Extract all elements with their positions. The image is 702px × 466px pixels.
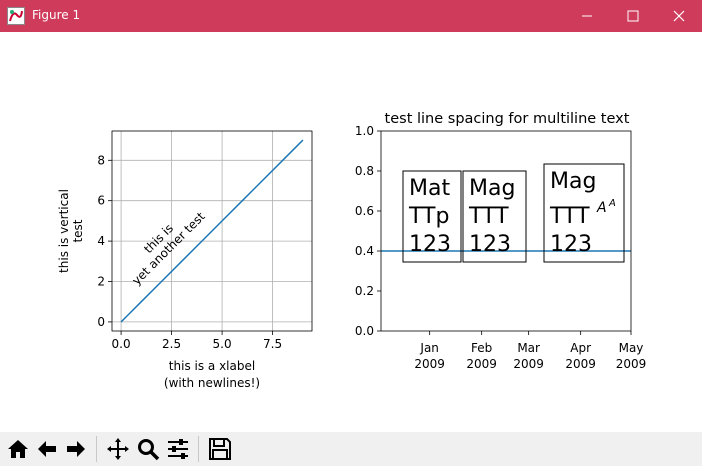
right-xtick-year: 2009 [513, 357, 544, 371]
maximize-button[interactable] [610, 0, 656, 32]
zoom-button[interactable] [134, 435, 162, 463]
right-xtick-year: 2009 [616, 357, 647, 371]
right-ytick-label: 0.0 [355, 324, 374, 338]
left-xtick-label: 7.5 [263, 337, 282, 351]
home-icon [8, 440, 28, 458]
navigation-toolbar [0, 432, 702, 466]
left-ylabel-line-2: test [71, 219, 85, 242]
left-xlabel-line-1: this is a xlabel [169, 359, 255, 373]
right-xtick-year: 2009 [414, 357, 445, 371]
save-button[interactable] [206, 435, 234, 463]
close-icon [673, 10, 685, 22]
home-button[interactable] [4, 435, 32, 463]
right-xtick-month: Feb [471, 341, 492, 355]
text-box-1-line-3: 123 [409, 232, 451, 257]
left-ylabel: this is vertical test [57, 189, 85, 273]
left-xtick-label: 2.5 [162, 337, 181, 351]
text-box-3-superscript: A [596, 200, 607, 216]
right-xtick-month: Jan [419, 341, 439, 355]
text-box-2: Mag TTT 123 [462, 170, 527, 263]
pan-icon [107, 438, 129, 460]
text-box-3-line-2: TTT [549, 204, 590, 229]
left-ytick-label: 2 [97, 275, 105, 289]
right-ytick-label: 0.4 [355, 244, 374, 258]
maximize-icon [627, 10, 639, 22]
title-bar: Figure 1 [0, 0, 702, 32]
left-xlabel-line-2: (with newlines!) [164, 376, 260, 390]
configure-subplots-icon [168, 439, 188, 459]
forward-arrow-icon [67, 441, 85, 457]
text-box-2-line-1: Mag [469, 176, 515, 201]
left-xtick-label: 5.0 [213, 337, 232, 351]
right-xtick-year: 2009 [466, 357, 497, 371]
left-grid [112, 131, 312, 331]
minimize-button[interactable] [564, 0, 610, 32]
right-xtick-year: 2009 [565, 357, 596, 371]
app-icon [7, 7, 25, 25]
zoom-icon [138, 439, 160, 461]
text-box-2-line-2: TTT [468, 204, 509, 229]
right-ytick-label: 0.2 [355, 284, 374, 298]
text-box-3-line-1: Mag [550, 169, 596, 194]
right-ytick-label: 0.6 [355, 204, 374, 218]
left-ytick-label: 8 [97, 153, 105, 167]
left-axes-frame [111, 130, 313, 332]
right-axes: test line spacing for multiline text 0.0… [355, 111, 646, 371]
left-xtick-label: 0.0 [112, 337, 131, 351]
left-ytick-label: 6 [97, 194, 105, 208]
figure-canvas[interactable]: 0.0 2.5 5.0 7.5 0 2 4 6 8 this is yet another te… [0, 32, 702, 432]
right-axes-title: test line spacing for multiline text [385, 111, 630, 127]
right-ytick-label: 0.8 [355, 164, 374, 178]
toolbar-separator [96, 436, 97, 462]
annotation-line-2: yet another test [129, 209, 208, 288]
text-box-1-line-2: TTp [408, 204, 449, 229]
text-box-1: Mat TTp 123 [402, 170, 462, 263]
left-ticks: 0.0 2.5 5.0 7.5 0 2 4 6 8 [97, 153, 282, 351]
text-box-3-line-3: 123 [550, 232, 592, 257]
left-data-line [120, 139, 304, 323]
forward-button[interactable] [62, 435, 90, 463]
text-box-2-frame [462, 170, 527, 263]
minimize-icon [582, 15, 592, 17]
text-box-3-frame [543, 163, 625, 263]
left-annotation: this is yet another test [129, 209, 208, 288]
figure-svg: 0.0 2.5 5.0 7.5 0 2 4 6 8 this is yet another te… [57, 111, 646, 390]
pan-button[interactable] [104, 435, 132, 463]
left-ylabel-line-1: this is vertical [57, 189, 71, 273]
back-arrow-icon [38, 441, 56, 457]
text-box-1-frame [402, 170, 462, 263]
right-xtick-month: Apr [570, 341, 591, 355]
toolbar-separator [198, 436, 199, 462]
right-xtick-month: May [619, 341, 644, 355]
right-axes-frame [380, 130, 632, 332]
window-title: Figure 1 [32, 8, 81, 22]
left-axes: 0.0 2.5 5.0 7.5 0 2 4 6 8 this is yet another te… [57, 130, 313, 390]
left-ytick-label: 0 [97, 315, 105, 329]
text-box-3-superscript-sup: A [608, 198, 616, 209]
close-button[interactable] [656, 0, 702, 32]
right-xtick-month: Mar [517, 341, 540, 355]
save-icon [209, 438, 231, 460]
right-ticks: 0.0 0.2 0.4 0.6 0.8 1.0 Jan 2009 Feb 2009 Mar 2009 A… [355, 124, 646, 371]
text-box-1-line-1: Mat [409, 176, 450, 201]
back-button[interactable] [33, 435, 61, 463]
configure-subplots-button[interactable] [164, 435, 192, 463]
text-box-3: Mag TTT A A 123 [543, 163, 625, 263]
right-ytick-label: 1.0 [355, 124, 374, 138]
text-box-2-line-3: 123 [469, 232, 511, 257]
left-ytick-label: 4 [97, 234, 105, 248]
